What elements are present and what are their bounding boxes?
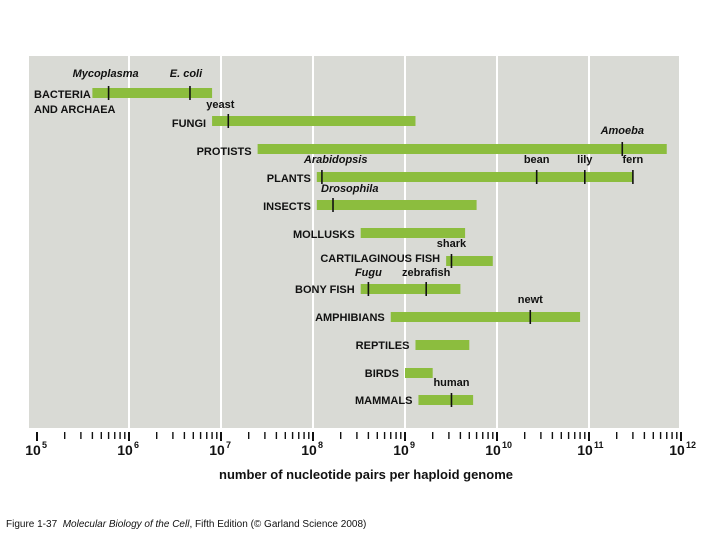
- marker-label-11-0: human: [433, 377, 469, 389]
- group-label-0-1: AND ARCHAEA: [34, 104, 116, 116]
- bar-9: [415, 340, 470, 350]
- marker-label-0-1: E. coli: [170, 68, 203, 80]
- group-label-0-0: BACTERIA: [34, 89, 91, 101]
- group-label-1-0: FUNGI: [172, 118, 206, 130]
- tick-label-exp-1: 6: [134, 440, 139, 450]
- group-label-5-0: MOLLUSKS: [293, 229, 355, 241]
- marker-label-7-1: zebrafish: [402, 267, 451, 279]
- tick-label-exp-7: 12: [686, 440, 696, 450]
- group-label-9-0: REPTILES: [356, 340, 410, 352]
- bar-4: [316, 200, 477, 210]
- marker-label-3-1: bean: [524, 154, 550, 166]
- bar-3: [316, 172, 633, 182]
- tick-label-0: 10: [25, 442, 41, 458]
- marker-label-2-0: Amoeba: [600, 125, 644, 137]
- bar-8: [390, 312, 581, 322]
- group-label-3-0: PLANTS: [267, 173, 311, 185]
- marker-label-1-0: yeast: [206, 99, 234, 111]
- group-label-10-0: BIRDS: [365, 368, 399, 380]
- marker-label-7-0: Fugu: [355, 267, 382, 279]
- tick-label-2: 10: [209, 442, 225, 458]
- tick-label-exp-4: 9: [410, 440, 415, 450]
- bar-2: [257, 144, 667, 154]
- marker-label-8-0: newt: [518, 294, 543, 306]
- tick-label-7: 10: [669, 442, 685, 458]
- tick-label-3: 10: [301, 442, 317, 458]
- bar-11: [418, 395, 474, 405]
- caption-prefix: Figure 1-37: [6, 519, 58, 530]
- bar-10: [405, 368, 433, 378]
- group-label-8-0: AMPHIBIANS: [315, 312, 385, 324]
- bar-7: [360, 284, 461, 294]
- tick-label-exp-0: 5: [42, 440, 47, 450]
- marker-label-3-2: lily: [577, 154, 593, 166]
- figure-caption: Figure 1-37 Molecular Biology of the Cel…: [6, 519, 366, 530]
- tick-label-exp-2: 7: [226, 440, 231, 450]
- bar-5: [360, 228, 466, 238]
- group-label-2-0: PROTISTS: [197, 146, 252, 158]
- group-label-7-0: BONY FISH: [295, 284, 355, 296]
- marker-label-3-3: fern: [623, 154, 644, 166]
- caption-book-title: Molecular Biology of the Cell: [62, 519, 190, 530]
- group-label-11-0: MAMMALS: [355, 395, 412, 407]
- tick-label-exp-3: 8: [318, 440, 323, 450]
- tick-label-1: 10: [117, 442, 133, 458]
- tick-label-exp-5: 10: [502, 440, 512, 450]
- bar-6: [446, 256, 493, 266]
- bar-1: [212, 116, 416, 126]
- group-label-4-0: INSECTS: [263, 201, 311, 213]
- bar-0: [92, 88, 213, 98]
- tick-label-exp-6: 11: [594, 440, 604, 450]
- marker-label-4-0: Drosophila: [321, 183, 378, 195]
- group-label-6-0: CARTILAGINOUS FISH: [320, 253, 440, 265]
- genome-bars: BACTERIA AND ARCHAEA Mycoplasma E. coli FUNG…: [34, 68, 667, 407]
- caption-suffix: , Fifth Edition (© Garland Science 2008): [189, 519, 367, 530]
- x-axis-label: number of nucleotide pairs per haploid g…: [219, 467, 513, 482]
- tick-label-6: 10: [577, 442, 593, 458]
- x-axis: 10 5 10 6 10 7 10 8 10 9 10 10 10 11 10 12: [25, 432, 696, 458]
- marker-label-3-0: Arabidopsis: [303, 154, 368, 166]
- plot-panel: [29, 56, 679, 428]
- tick-label-4: 10: [393, 442, 409, 458]
- marker-label-6-0: shark: [437, 238, 467, 250]
- tick-label-5: 10: [485, 442, 501, 458]
- marker-label-0-0: Mycoplasma: [73, 68, 139, 80]
